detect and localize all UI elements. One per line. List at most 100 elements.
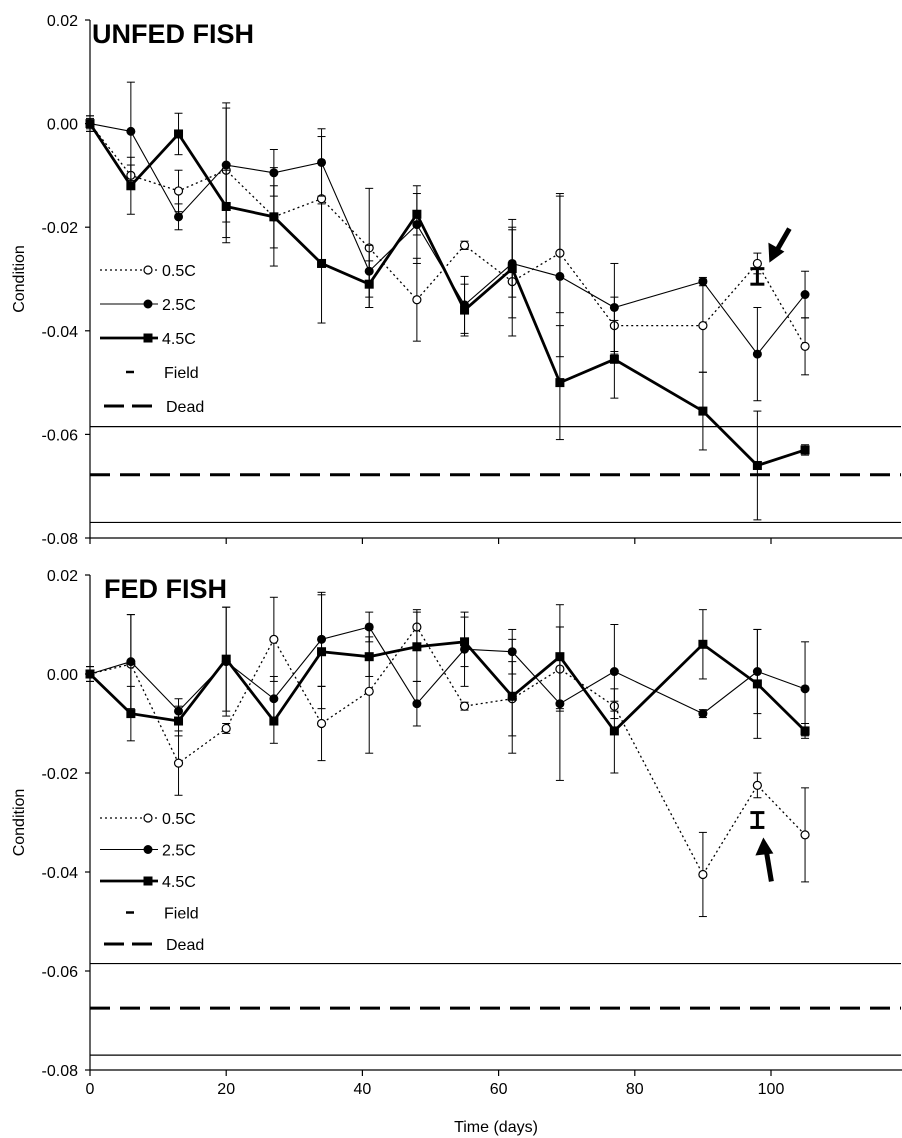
data-point <box>752 258 762 269</box>
x-tick-label: 100 <box>758 1081 785 1098</box>
panel-title: FED FISH <box>104 574 227 604</box>
legend-label: Field <box>164 365 199 382</box>
data-point <box>269 716 279 726</box>
data-point <box>800 726 810 736</box>
data-point <box>698 869 708 880</box>
data-point <box>412 642 422 652</box>
data-point <box>460 305 470 315</box>
chart-panel-2: 0.02 0.00 -0.02 -0.04 -0.06 -0.08 0 20 40 60 80 100… <box>11 568 902 1136</box>
data-point <box>555 271 565 281</box>
data-point <box>221 201 231 211</box>
series-line <box>89 626 806 715</box>
x-tick-label: 40 <box>354 1081 372 1098</box>
data-point <box>698 639 708 649</box>
series-line <box>89 123 806 347</box>
legend-marker <box>143 299 153 309</box>
data-point <box>698 321 708 331</box>
arrow-head <box>755 837 774 856</box>
field-point <box>750 267 765 286</box>
legend-label: 4.5C <box>162 874 196 891</box>
data-point <box>459 240 470 250</box>
data-point <box>85 119 95 129</box>
data-point <box>364 279 374 289</box>
data-point <box>126 181 136 191</box>
legend-label: 2.5C <box>162 843 196 860</box>
y-tick-label: -0.02 <box>42 220 79 237</box>
y-tick-label: 0.00 <box>47 117 78 134</box>
field-point <box>750 811 765 829</box>
data-point <box>555 652 565 662</box>
y-tick-label: -0.08 <box>42 531 79 548</box>
series-4.5C <box>85 112 810 521</box>
legend-marker <box>143 845 153 854</box>
series-line <box>89 625 806 876</box>
data-point <box>412 699 422 709</box>
legend-marker <box>143 876 153 886</box>
arrow-shaft <box>763 851 774 882</box>
y-tick-label: -0.06 <box>42 427 79 444</box>
data-point <box>364 652 374 662</box>
legend-marker <box>143 333 153 343</box>
data-point <box>609 667 619 677</box>
data-point <box>174 716 184 726</box>
x-tick-label: 0 <box>86 1081 95 1098</box>
data-point <box>800 290 810 300</box>
legend-label: 0.5C <box>162 263 196 280</box>
y-axis-label: Condition <box>11 245 28 313</box>
data-point <box>800 341 810 351</box>
data-point <box>507 264 517 274</box>
data-point <box>126 709 136 719</box>
data-point <box>800 830 810 840</box>
legend-label: Field <box>164 906 199 923</box>
data-point <box>609 354 619 364</box>
data-point <box>459 701 470 711</box>
data-point <box>698 406 708 416</box>
legend-label: 4.5C <box>162 331 196 348</box>
data-point <box>316 718 327 729</box>
panel-title: UNFED FISH <box>92 19 254 49</box>
field-arrow-icon <box>768 227 792 263</box>
x-tick-label: 80 <box>626 1081 644 1098</box>
data-point <box>221 723 231 734</box>
data-point <box>412 295 422 305</box>
data-point <box>317 258 327 268</box>
data-point <box>126 126 136 136</box>
arrow-head <box>768 242 785 263</box>
y-tick-label: -0.08 <box>42 1063 79 1080</box>
data-point <box>555 378 565 388</box>
legend-label: 0.5C <box>162 811 196 828</box>
chart-panel-1: 0.02 0.00 -0.02 -0.04 -0.06 -0.08 Condition UNF… <box>11 13 902 548</box>
data-point <box>752 780 762 790</box>
series-2.5C <box>85 81 810 402</box>
legend-label: Dead <box>166 937 204 954</box>
data-point <box>800 684 810 694</box>
data-point <box>752 679 762 689</box>
data-point <box>698 709 708 719</box>
data-point <box>752 460 762 470</box>
data-point <box>317 647 327 657</box>
y-axis-label: Condition <box>11 789 28 857</box>
field-arrow-icon <box>755 837 774 882</box>
x-tick-label: 20 <box>217 1081 235 1098</box>
data-point <box>174 212 184 222</box>
y-tick-label: -0.06 <box>42 964 79 981</box>
data-point <box>221 654 231 664</box>
data-point <box>698 277 708 287</box>
data-point <box>173 758 184 768</box>
data-point <box>173 186 184 196</box>
series-line <box>89 640 807 734</box>
data-point <box>364 686 374 696</box>
data-point <box>460 637 470 647</box>
legend-marker <box>143 265 153 275</box>
data-point <box>609 726 619 736</box>
data-point <box>364 622 374 632</box>
data-point <box>174 129 184 139</box>
legend-label: Dead <box>166 399 204 416</box>
x-tick-label: 60 <box>490 1081 508 1098</box>
data-point <box>126 657 136 667</box>
y-tick-label: -0.02 <box>42 766 79 783</box>
data-point <box>507 691 517 701</box>
y-tick-label: 0.02 <box>47 13 78 30</box>
data-point <box>85 669 95 679</box>
data-point <box>221 160 231 170</box>
